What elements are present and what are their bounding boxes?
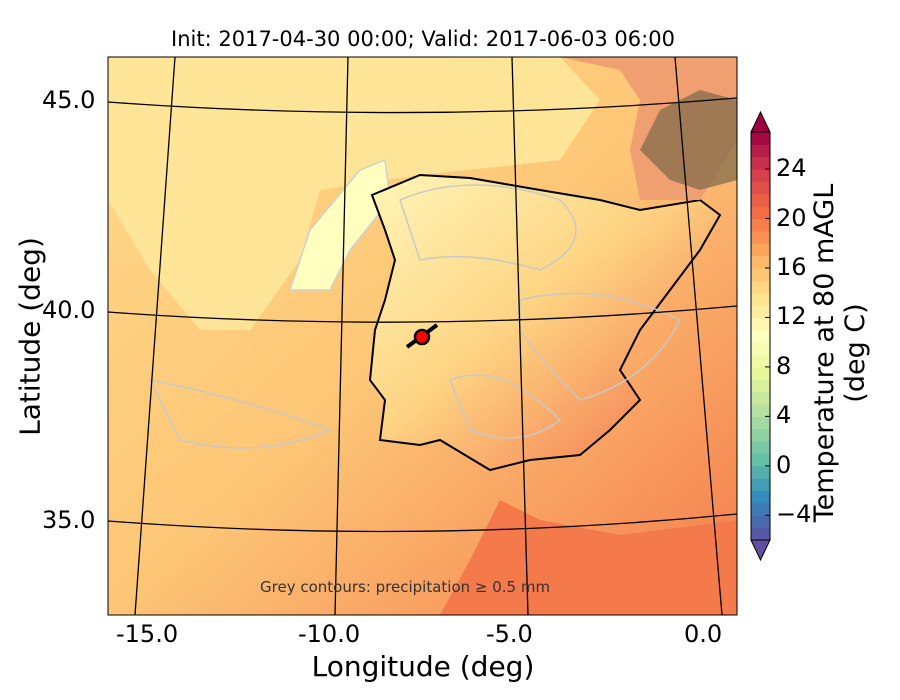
meridian-15	[134, 57, 176, 615]
colorbar-segment	[751, 243, 770, 257]
colorbar-segment	[751, 305, 770, 318]
parallel-45	[108, 97, 737, 114]
cool-tongue	[288, 158, 391, 291]
colorbar-segment	[751, 268, 770, 281]
colorbar-segment	[751, 292, 770, 306]
colorbar-segment	[751, 280, 770, 294]
colorbar-segment	[751, 206, 770, 220]
y-axis-label: Latitude (deg)	[13, 237, 47, 436]
colorbar-segment	[751, 317, 770, 331]
precip-contours	[148, 184, 682, 449]
colorbar-extend-min	[750, 539, 771, 562]
location-marker	[405, 323, 439, 349]
y-tick-label: 35.0	[42, 506, 96, 534]
colorbar-tick-label: 16	[776, 253, 807, 281]
colorbar-tick-label: 24	[776, 154, 807, 183]
colorbar-segment	[751, 329, 770, 343]
colorbar-segment	[751, 391, 770, 405]
colorbar-segment	[751, 416, 770, 430]
colorbar-segment	[751, 181, 770, 195]
colorbar-segment	[751, 490, 770, 504]
warm-sea-plume	[108, 57, 600, 330]
colorbar-segment	[751, 354, 770, 368]
colorbar-outline	[750, 132, 771, 540]
colorbar-tick-label: 4	[776, 401, 792, 430]
colorbar-tick-label: 20	[776, 203, 807, 232]
graticule	[108, 57, 737, 615]
precip-annotation: Grey contours: precipitation ≥ 0.5 mm	[260, 578, 551, 596]
colorbar-tick-label: 0	[776, 450, 792, 479]
meridian-0	[674, 57, 723, 615]
colorbar-tick-label: 12	[776, 302, 807, 331]
colorbar-segment	[751, 132, 770, 145]
colorbar-segment	[751, 379, 770, 393]
colorbar-segment	[751, 255, 770, 269]
x-tick-label: -15.0	[116, 620, 179, 648]
colorbar-segment	[751, 502, 770, 516]
colorbar-segment	[751, 169, 770, 182]
colorbar-label: Temperature at 80 mAGL (deg C)	[809, 183, 871, 523]
colorbar	[750, 110, 771, 562]
colorbar-tick-label: 8	[776, 351, 792, 380]
parallel-35	[108, 513, 737, 533]
iberia-land	[368, 173, 722, 472]
colorbar-segment	[751, 478, 770, 492]
colorbar-extend-max	[750, 110, 771, 133]
alps-snow	[640, 90, 737, 190]
x-tick-label: -10.0	[298, 620, 361, 648]
meridian-5	[511, 57, 529, 615]
plot-frame	[107, 56, 738, 616]
meridian-10	[334, 57, 349, 615]
x-axis-label: Longitude (deg)	[311, 650, 535, 683]
colorbar-segment	[751, 527, 770, 541]
colorbar-segment	[751, 366, 770, 380]
colorbar-segment	[751, 465, 770, 479]
y-tick-label: 45.0	[42, 86, 96, 114]
colorbar-segment	[751, 428, 770, 442]
colorbar-segment	[751, 193, 770, 207]
colorbar-segment	[751, 218, 770, 232]
colorbar-segment	[751, 515, 770, 529]
colorbar-segment	[751, 156, 770, 170]
colorbar-segment	[751, 453, 770, 467]
parallel-40	[108, 305, 737, 323]
x-tick-label: 0.0	[684, 620, 723, 648]
colorbar-tick-label: −4	[776, 500, 812, 529]
colorbar-segment	[751, 404, 770, 417]
colorbar-segment	[751, 441, 770, 454]
plot-title: Init: 2017-04-30 00:00; Valid: 2017-06-0…	[171, 27, 675, 51]
colorbar-segment	[751, 144, 770, 158]
colorbar-segment	[751, 230, 770, 244]
x-tick-label: -5.0	[486, 620, 533, 648]
y-tick-label: 40.0	[42, 296, 96, 324]
colorbar-segment	[751, 342, 770, 356]
